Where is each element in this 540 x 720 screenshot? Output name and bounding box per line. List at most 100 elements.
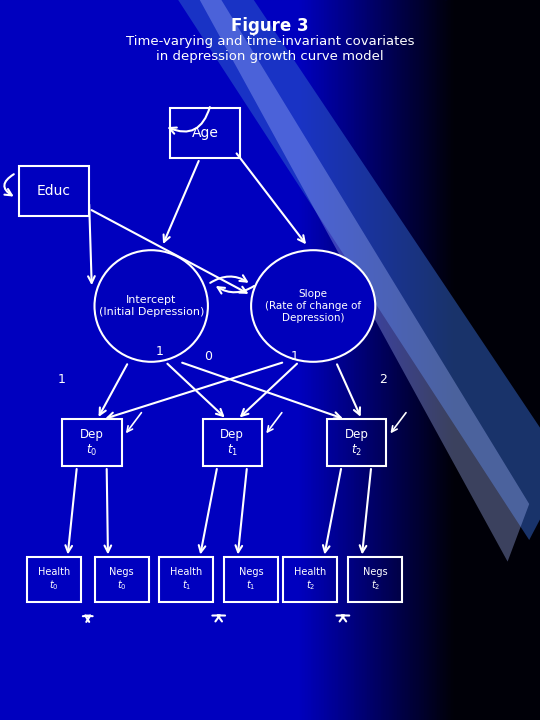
Bar — [243, 0, 246, 720]
Polygon shape — [200, 0, 529, 562]
Bar — [321, 0, 324, 720]
Bar — [489, 0, 491, 720]
Bar — [262, 0, 265, 720]
Bar — [305, 0, 308, 720]
Text: Dep
$t_1$: Dep $t_1$ — [220, 428, 244, 458]
Bar — [424, 0, 427, 720]
Bar — [389, 0, 392, 720]
Bar — [113, 0, 116, 720]
Bar — [483, 0, 486, 720]
Bar — [119, 0, 122, 720]
Bar — [284, 0, 286, 720]
Bar — [59, 0, 62, 720]
Text: 1: 1 — [58, 374, 66, 387]
Bar — [413, 0, 416, 720]
Bar — [351, 0, 354, 720]
Bar — [108, 0, 111, 720]
Bar — [535, 0, 537, 720]
Bar — [281, 0, 284, 720]
Bar — [205, 0, 208, 720]
Bar — [259, 0, 262, 720]
Bar — [526, 0, 529, 720]
Bar — [405, 0, 408, 720]
Bar — [275, 0, 278, 720]
Bar — [378, 0, 381, 720]
Bar — [381, 0, 383, 720]
Bar — [105, 0, 108, 720]
Bar — [43, 0, 46, 720]
Text: 0: 0 — [204, 350, 212, 363]
Bar — [451, 0, 454, 720]
Bar — [135, 0, 138, 720]
Bar — [532, 0, 535, 720]
Bar — [421, 0, 424, 720]
Bar — [397, 0, 400, 720]
Bar — [335, 0, 338, 720]
Bar — [216, 0, 219, 720]
Bar — [173, 0, 176, 720]
Bar — [294, 0, 297, 720]
Bar — [324, 0, 327, 720]
Bar — [0, 0, 3, 720]
Bar — [132, 0, 135, 720]
Text: Health
$t_2$: Health $t_2$ — [294, 567, 327, 593]
Bar — [408, 0, 410, 720]
Text: Health
$t_0$: Health $t_0$ — [38, 567, 70, 593]
Bar — [81, 0, 84, 720]
Bar — [308, 0, 310, 720]
Bar — [186, 0, 189, 720]
Text: Educ: Educ — [37, 184, 71, 198]
Bar — [219, 0, 221, 720]
Bar — [346, 0, 348, 720]
Bar — [167, 0, 170, 720]
Bar — [46, 0, 49, 720]
Bar — [402, 0, 405, 720]
Bar — [427, 0, 429, 720]
Bar — [270, 0, 273, 720]
Text: Dep
$t_0$: Dep $t_0$ — [80, 428, 104, 458]
Bar — [300, 0, 302, 720]
Bar — [143, 0, 146, 720]
Bar — [521, 0, 524, 720]
Text: Slope
(Rate of change of
Depression): Slope (Rate of change of Depression) — [265, 289, 361, 323]
Bar — [354, 0, 356, 720]
Bar — [510, 0, 513, 720]
Bar — [92, 0, 94, 720]
Text: 1: 1 — [291, 350, 298, 363]
Bar — [62, 0, 65, 720]
Bar — [454, 0, 456, 720]
Bar — [194, 0, 197, 720]
Bar — [24, 0, 27, 720]
Bar — [78, 0, 81, 720]
Bar — [491, 0, 494, 720]
Bar — [8, 0, 11, 720]
Bar — [362, 0, 364, 720]
Bar — [392, 0, 394, 720]
Bar — [32, 0, 35, 720]
Bar — [184, 0, 186, 720]
Bar — [400, 0, 402, 720]
Bar — [292, 0, 294, 720]
Text: Dep
$t_2$: Dep $t_2$ — [345, 428, 368, 458]
Bar — [343, 0, 346, 720]
Bar — [38, 0, 40, 720]
Bar — [54, 0, 57, 720]
Bar — [316, 0, 319, 720]
Bar — [97, 0, 100, 720]
Bar — [297, 0, 300, 720]
Bar — [481, 0, 483, 720]
Bar — [84, 0, 86, 720]
Bar — [256, 0, 259, 720]
Bar — [319, 0, 321, 720]
Bar — [464, 0, 467, 720]
Bar — [437, 0, 440, 720]
Bar — [394, 0, 397, 720]
Bar — [40, 0, 43, 720]
Bar — [375, 0, 378, 720]
Bar — [410, 0, 413, 720]
Bar — [364, 0, 367, 720]
Bar — [310, 0, 313, 720]
Bar — [200, 0, 202, 720]
Bar — [416, 0, 418, 720]
Bar — [494, 0, 497, 720]
